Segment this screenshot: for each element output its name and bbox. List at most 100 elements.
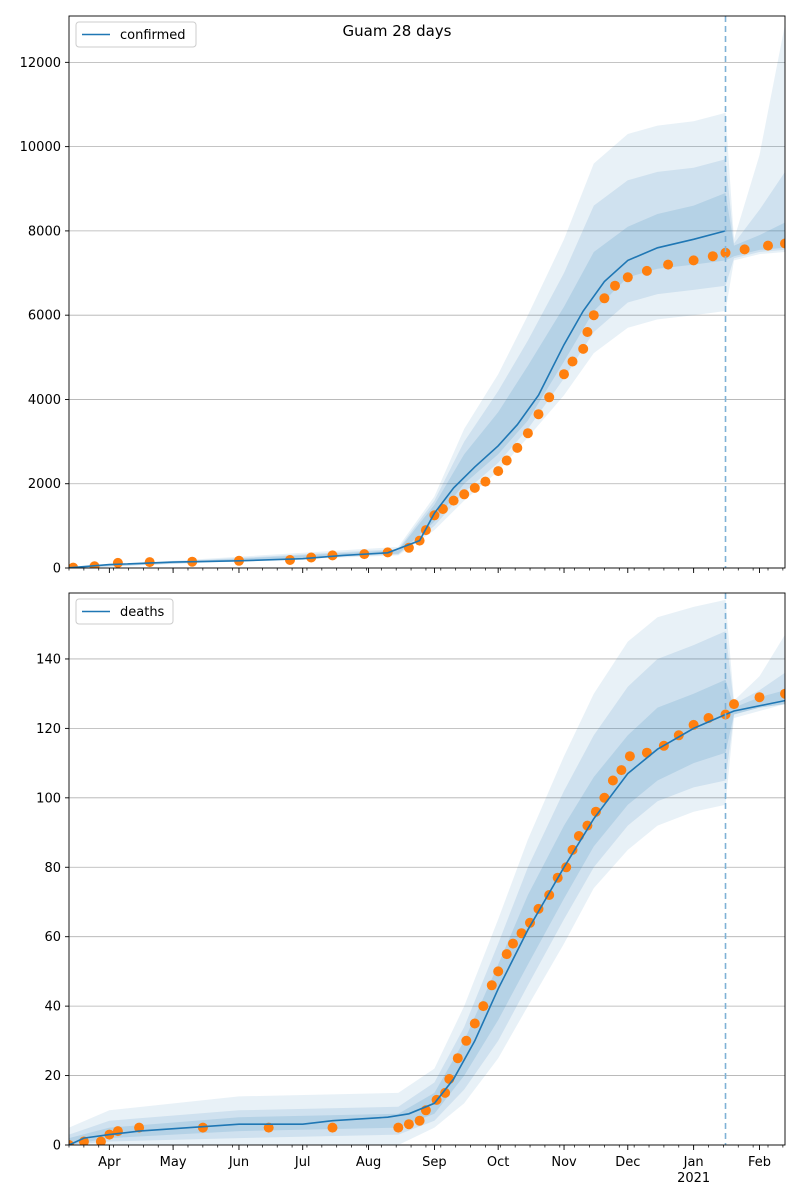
observed-point <box>688 255 699 266</box>
x-month-label: Jul <box>294 1155 311 1170</box>
observed-point <box>112 557 123 568</box>
observed-point <box>780 238 785 249</box>
observed-point <box>285 555 295 565</box>
plot-area <box>69 24 785 568</box>
observed-point <box>561 862 572 873</box>
observed-point <box>567 356 578 367</box>
observed-point <box>739 244 750 255</box>
observed-point <box>622 272 633 283</box>
legend-box <box>75 21 197 48</box>
observed-point <box>461 1035 472 1046</box>
x-month-label: May <box>160 1155 187 1170</box>
observed-point <box>263 1122 274 1133</box>
observed-point <box>729 699 739 710</box>
observed-point <box>533 409 544 420</box>
observed-point <box>493 966 504 977</box>
observed-point <box>501 455 512 466</box>
observed-point <box>567 844 578 855</box>
x-month-label: Jan <box>683 1155 704 1170</box>
x-month-label: Sep <box>422 1155 447 1170</box>
observed-point <box>144 557 155 568</box>
x-month-label: Feb <box>748 1155 771 1170</box>
observed-point <box>327 1122 338 1133</box>
observed-point <box>582 327 593 337</box>
observed-point <box>707 251 718 262</box>
observed-point <box>624 751 635 762</box>
observed-point <box>544 392 555 403</box>
confidence-band-outer <box>69 24 785 568</box>
axes-frame <box>68 592 786 1146</box>
x-month-label: Apr <box>98 1155 121 1170</box>
observed-point <box>393 1122 404 1133</box>
observed-point <box>578 343 589 354</box>
observed-point <box>663 259 674 270</box>
x-month-label: Aug <box>356 1155 381 1170</box>
plot-area <box>69 599 785 1145</box>
observed-point <box>501 949 512 960</box>
observed-point <box>414 1115 425 1126</box>
y-tick-label: 2000 <box>28 477 61 492</box>
x-month-label: Nov <box>551 1155 577 1170</box>
y-tick-label: 100 <box>36 791 61 806</box>
model-line <box>69 230 726 568</box>
observed-point <box>469 482 480 493</box>
y-tick-label: 12000 <box>20 56 61 71</box>
observed-point <box>599 293 610 304</box>
confidence-band-outer <box>69 599 785 1145</box>
observed-point <box>512 442 523 453</box>
confidence-band-middle <box>69 159 785 568</box>
x-month-label: Oct <box>487 1155 509 1170</box>
observed-point <box>508 938 518 949</box>
y-tick-label: 0 <box>53 1139 61 1154</box>
chart-title: Guam 28 days <box>343 22 452 40</box>
model-line <box>69 699 785 1145</box>
observed-point <box>459 489 470 500</box>
observed-point <box>522 428 533 439</box>
observed-point <box>403 1119 414 1130</box>
observed-point <box>641 265 652 276</box>
observed-point <box>588 310 599 321</box>
y-tick-label: 140 <box>36 652 61 667</box>
observed-point <box>478 1001 489 1012</box>
observed-point <box>480 476 491 487</box>
x-month-label: Dec <box>615 1155 640 1170</box>
observed-point <box>559 369 569 380</box>
x-month-label: Jun <box>228 1155 249 1170</box>
confirmed-panel: 0 2000 4000 6000 8000 10000 12000 confirmed <box>20 15 786 577</box>
observed-point <box>616 765 627 776</box>
observed-point <box>610 280 620 291</box>
legend-box <box>75 598 174 625</box>
observed-point <box>720 247 731 258</box>
observed-point <box>493 466 504 477</box>
observed-point <box>327 550 338 561</box>
observed-point <box>452 1053 463 1064</box>
y-tick-label: 40 <box>44 1000 61 1015</box>
observed-point <box>641 747 652 758</box>
confidence-band-middle <box>69 631 785 1145</box>
legend: confirmed <box>75 21 197 48</box>
deaths-panel: 0 20 40 60 80 100 120 140 Apr May Jun Jul Aug Sep Oct N… <box>36 592 786 1186</box>
observed-point <box>440 1087 451 1098</box>
observed-point <box>448 495 459 506</box>
observed-point <box>516 928 527 939</box>
observed-point <box>599 792 610 803</box>
observed-point <box>607 775 618 786</box>
y-tick-label: 20 <box>44 1069 61 1084</box>
observed-point <box>590 806 601 817</box>
y-tick-label: 60 <box>44 930 61 945</box>
observed-point <box>754 692 765 703</box>
observed-point <box>582 820 593 831</box>
observed-point <box>486 980 497 991</box>
y-tick-label: 6000 <box>28 309 61 324</box>
y-tick-label: 4000 <box>28 393 61 408</box>
y-tick-label: 8000 <box>28 224 61 239</box>
y-tick-label: 80 <box>44 861 61 876</box>
observed-point <box>95 1136 106 1145</box>
confidence-band-inner <box>69 193 785 568</box>
legend-label: confirmed <box>120 28 186 43</box>
legend: deaths <box>75 598 174 625</box>
legend-label: deaths <box>120 605 165 620</box>
observed-point <box>134 1122 145 1133</box>
